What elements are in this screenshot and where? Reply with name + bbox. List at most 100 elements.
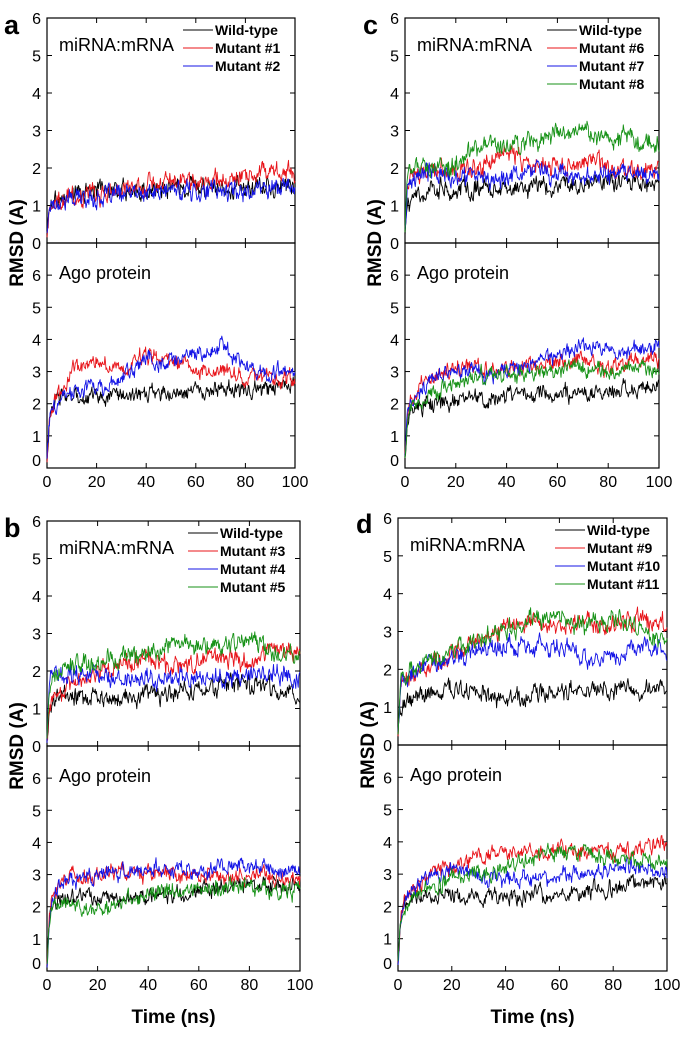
subplot-b-ago: 1 2 3 4 5 6 0 Ago protein bbox=[32, 745, 301, 973]
legend-entry: Mutant #6 bbox=[579, 40, 645, 56]
y-tick-label: 1 bbox=[390, 429, 399, 446]
legend-entry: Mutant #4 bbox=[220, 561, 286, 577]
x-axis-label: Time (ns) bbox=[490, 1007, 574, 1028]
y-tick-label: 1 bbox=[383, 932, 392, 949]
legend: Wild-type Mutant #9 Mutant #10 Mutant #11 bbox=[555, 522, 660, 592]
series-line-mutant-3 bbox=[46, 861, 301, 966]
series-line-mutant-10 bbox=[397, 632, 668, 733]
subplot-label: miRNA:mRNA bbox=[59, 538, 174, 558]
y-tick-label: 4 bbox=[390, 86, 399, 103]
y-tick-label: 3 bbox=[390, 365, 399, 382]
y-tick-label: 3 bbox=[383, 625, 392, 642]
y-tick-label: 4 bbox=[32, 835, 41, 852]
series-line-wild-type bbox=[46, 876, 301, 970]
series-line-mutant-5 bbox=[46, 631, 301, 739]
legend-entry: Wild-type bbox=[587, 522, 650, 538]
panel-c: c 0 1 2 3 4 5 6 miRNA:mRNA Wild-type Mutant #6 Muta… bbox=[363, 10, 672, 491]
y-tick-label: 6 bbox=[383, 770, 392, 787]
legend: Wild-type Mutant #1 Mutant #2 bbox=[183, 22, 281, 74]
plot-frame bbox=[46, 745, 301, 972]
y-tick-label: 5 bbox=[32, 300, 41, 317]
subplot-a-mirna: 0 1 2 3 4 5 6 miRNA:mRNA Wild-type Mutant #1 Mutan… bbox=[32, 11, 296, 253]
x-tick-label: 100 bbox=[287, 977, 314, 994]
y-tick-label: 5 bbox=[383, 803, 392, 820]
x-axis-label: Time (ns) bbox=[131, 1007, 215, 1028]
x-tick-label: 60 bbox=[187, 474, 205, 491]
x-tick-label: 80 bbox=[237, 474, 255, 491]
x-tick-label: 40 bbox=[497, 977, 515, 994]
legend-entry: Wild-type bbox=[215, 22, 278, 38]
panel-letter-b: b bbox=[4, 513, 21, 543]
series-line-mutant-11 bbox=[397, 607, 668, 735]
subplot-d-ago: 1 2 3 4 5 6 0 Ago protein bbox=[383, 744, 668, 973]
y-tick-label: 3 bbox=[383, 867, 392, 884]
x-tick-label: 60 bbox=[551, 977, 569, 994]
subplot-c-mirna: 0 1 2 3 4 5 6 miRNA:mRNA Wild-type Mutant #6 Mutan… bbox=[390, 11, 660, 253]
x-tick-label: 60 bbox=[190, 977, 208, 994]
y-tick-label: 0 bbox=[32, 236, 41, 253]
subplot-label: miRNA:mRNA bbox=[417, 35, 532, 55]
panel-letter-d: d bbox=[356, 509, 373, 539]
y-tick-label: 2 bbox=[32, 900, 41, 917]
series-line-mutant-4 bbox=[46, 857, 301, 968]
series-line-mutant-7 bbox=[404, 159, 660, 230]
series-line-wild-type bbox=[397, 873, 667, 961]
legend: Wild-type Mutant #3 Mutant #4 Mutant #5 bbox=[188, 525, 286, 595]
subplot-label: miRNA:mRNA bbox=[410, 535, 525, 555]
y-tick-label: 6 bbox=[32, 771, 41, 788]
series-line-mutant-1 bbox=[46, 346, 296, 463]
series-line-mutant-8 bbox=[404, 120, 660, 233]
x-tick-label: 0 bbox=[43, 977, 52, 994]
y-tick-label: 6 bbox=[32, 514, 41, 531]
y-axis-label: RMSD (A) bbox=[358, 701, 379, 789]
legend-entry: Mutant #10 bbox=[587, 558, 660, 574]
series-line-wild-type bbox=[46, 672, 301, 742]
legend-entry: Mutant #3 bbox=[220, 543, 286, 559]
subplot-a-ago: 1 2 3 4 5 6 0 Ago protein bbox=[32, 242, 296, 470]
y-tick-label: 5 bbox=[32, 803, 41, 820]
y-tick-label: 3 bbox=[32, 868, 41, 885]
x-tick-label: 0 bbox=[401, 474, 410, 491]
y-tick-label: 3 bbox=[32, 627, 41, 644]
y-tick-label: 3 bbox=[32, 124, 41, 141]
y-tick-label: 0 bbox=[32, 956, 41, 973]
y-tick-label: 0 bbox=[32, 739, 41, 756]
x-tick-label: 20 bbox=[443, 977, 461, 994]
y-tick-label: 6 bbox=[390, 268, 399, 285]
x-tick-label: 0 bbox=[43, 474, 52, 491]
panel-a: a 0 1 2 3 4 5 6 miRNA:mRNA Wild-type Mutant #1 Muta… bbox=[4, 10, 308, 491]
legend-entry: Mutant #1 bbox=[215, 40, 281, 56]
y-tick-label: 6 bbox=[383, 511, 392, 528]
y-tick-label: 0 bbox=[390, 453, 399, 470]
subplot-label: Ago protein bbox=[410, 765, 502, 785]
y-tick-label: 4 bbox=[32, 86, 41, 103]
subplot-label: Ago protein bbox=[417, 263, 509, 283]
plot-frame bbox=[46, 242, 296, 469]
y-tick-label: 6 bbox=[390, 11, 399, 28]
y-tick-label: 3 bbox=[390, 124, 399, 141]
y-tick-label: 1 bbox=[32, 429, 41, 446]
series-line-mutant-2 bbox=[46, 335, 296, 459]
x-tick-label: 80 bbox=[599, 474, 617, 491]
y-axis-label: RMSD (A) bbox=[7, 702, 28, 790]
panel-b: b 0 1 2 3 4 5 6 miRNA:mRNA Wild-type Mutant #3 Muta… bbox=[4, 513, 313, 1028]
panel-letter-c: c bbox=[363, 10, 378, 40]
y-tick-label: 5 bbox=[390, 300, 399, 317]
legend-entry: Mutant #5 bbox=[220, 579, 286, 595]
x-tick-label: 80 bbox=[604, 977, 622, 994]
y-tick-label: 2 bbox=[32, 161, 41, 178]
panel-letter-a: a bbox=[4, 10, 20, 40]
x-tick-label: 40 bbox=[139, 977, 157, 994]
x-tick-label: 0 bbox=[394, 977, 403, 994]
x-tick-label: 60 bbox=[549, 474, 567, 491]
y-tick-label: 1 bbox=[32, 199, 41, 216]
legend-entry: Wild-type bbox=[220, 525, 283, 541]
y-tick-label: 2 bbox=[390, 397, 399, 414]
x-tick-label: 20 bbox=[88, 474, 106, 491]
series-line-mutant-10 bbox=[397, 856, 668, 965]
y-tick-label: 5 bbox=[32, 552, 41, 569]
y-tick-label: 2 bbox=[32, 397, 41, 414]
y-tick-label: 2 bbox=[383, 662, 392, 679]
plot-frame bbox=[404, 242, 660, 469]
